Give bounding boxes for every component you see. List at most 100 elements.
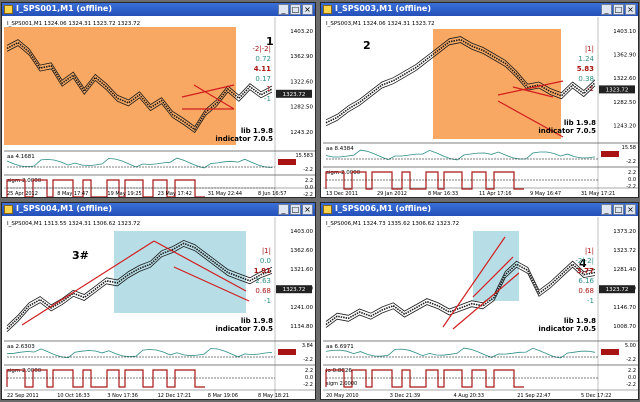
- date-tick-label: 12 Dec 17:21: [158, 393, 192, 399]
- price-tick-label: 1282.50: [290, 105, 313, 111]
- subwindow-scale-label: 0.00: [302, 160, 313, 166]
- ohlc-info: I_SPS001,M1 1324.06 1324.31 1323.72 1323…: [7, 21, 140, 27]
- price-tick-label: 1403.00: [290, 229, 313, 235]
- window-titlebar[interactable]: I_SPS004,M1 (offline) _ □ ×: [2, 203, 315, 216]
- date-tick-label: 19 May 19:25: [107, 191, 141, 197]
- price-tick-label: 1008.70: [613, 324, 636, 330]
- ratio-label: -1: [587, 85, 594, 93]
- close-button[interactable]: ×: [625, 204, 636, 215]
- subwindow-scale-label: -2.2: [303, 167, 313, 173]
- maximize-button[interactable]: □: [290, 204, 301, 215]
- window-titlebar[interactable]: I_SPS006,M1 (offline) _ □ ×: [321, 203, 638, 216]
- minimize-button[interactable]: _: [601, 4, 612, 15]
- date-tick-label: 23 May 17:42: [158, 191, 192, 197]
- ratio-label: |1|: [262, 247, 271, 255]
- window-titlebar[interactable]: I_SPS003,M1 (offline) _ □ ×: [321, 3, 638, 16]
- date-tick-label: 31 May 17:21: [581, 191, 615, 197]
- ratio-label: 0.38: [578, 75, 594, 83]
- ratio-label: 1.24: [578, 55, 594, 63]
- current-price-label: 1323.72: [606, 87, 629, 93]
- signal-square-wave: [325, 369, 524, 388]
- subwindow-value-box: [278, 349, 296, 355]
- subwindow-1-label: aa 2.6303: [7, 344, 35, 350]
- maximize-button[interactable]: □: [613, 4, 624, 15]
- trend-line: [21, 240, 155, 326]
- minimize-button[interactable]: _: [278, 204, 289, 215]
- chart-window-3[interactable]: I_SPS004,M1 (offline) _ □ × I_SPS004,M1 …: [1, 202, 316, 400]
- trend-line: [181, 84, 235, 98]
- chart-window-1[interactable]: I_SPS001,M1 (offline) _ □ × I_SPS001,M1 …: [1, 2, 316, 198]
- date-tick-label: 13 Dec 2011: [326, 191, 358, 197]
- oscillator-line: [325, 347, 596, 359]
- price-tick-label: 1362.90: [613, 53, 636, 59]
- current-price-label: 1323.72: [283, 287, 306, 293]
- window-title: I_SPS006,M1 (offline): [335, 204, 432, 213]
- oscillator-line: [6, 348, 273, 359]
- subwindow-2-label: sigm 2.0000: [7, 178, 42, 184]
- subwindow-scale-label: 5.00: [625, 343, 636, 349]
- subwindow-scale-label: -2.2: [303, 192, 313, 197]
- trend-line: [442, 236, 506, 328]
- ratio-label: -2|-2|: [575, 257, 594, 265]
- ratio-label: |1|: [585, 247, 594, 255]
- minimize-button[interactable]: _: [278, 4, 289, 15]
- date-tick-label: 10 Oct 16:33: [57, 393, 90, 399]
- subwindow-scale-label: 0.0: [628, 375, 636, 381]
- current-price-box: [599, 285, 635, 294]
- price-line: [6, 41, 273, 131]
- price-line: [325, 38, 596, 124]
- maximize-button[interactable]: □: [290, 4, 301, 15]
- subwindow-scale-label: 0.00: [625, 152, 636, 158]
- price-chart[interactable]: I_SPS004,M1 1313.55 1324.31 1306.62 1323…: [4, 217, 315, 399]
- subwindow-1-label: aa 6.6971: [326, 344, 354, 350]
- window-title: I_SPS001,M1 (offline): [16, 4, 113, 13]
- current-price-box: [276, 89, 312, 98]
- subwindow-scale-label: 2.2: [305, 178, 313, 184]
- chart-window-2[interactable]: I_SPS003,M1 (offline) _ □ × I_SPS003,M1 …: [320, 2, 639, 198]
- date-tick-label: 20 May 2010: [326, 393, 359, 399]
- price-tick-label: 1241.00: [290, 305, 313, 311]
- ratio-label: 0.68: [255, 287, 271, 295]
- subwindow-scale-label: -2.2: [626, 382, 636, 388]
- ratio-label: -1: [587, 297, 594, 305]
- current-price-label: 1323.72: [283, 92, 306, 98]
- ratio-label: 0.68: [578, 287, 594, 295]
- close-button[interactable]: ×: [625, 4, 636, 15]
- price-chart[interactable]: I_SPS003,M1 1324.06 1324.31 1323.72 2 lib …: [323, 17, 638, 197]
- signal-square-wave: [6, 369, 205, 388]
- ratio-label: -1: [264, 297, 271, 305]
- window-title: I_SPS004,M1 (offline): [16, 204, 113, 213]
- price-tick-label: 1362.60: [290, 248, 313, 254]
- subwindow-2-label: sigm 2.0000: [7, 368, 42, 374]
- subwindow-scale-label: 15.58: [622, 145, 636, 151]
- maximize-button[interactable]: □: [613, 204, 624, 215]
- oscillator-line: [325, 149, 596, 161]
- close-button[interactable]: ×: [302, 4, 313, 15]
- price-chart[interactable]: I_SPS001,M1 1324.06 1324.31 1323.72 1323…: [4, 17, 315, 197]
- price-tick-label: 1403.10: [613, 29, 636, 35]
- date-tick-label: 8 May 18:21: [258, 393, 289, 399]
- price-tick-label: 1243.20: [613, 123, 636, 129]
- minimize-button[interactable]: _: [601, 204, 612, 215]
- subwindow-2-label: sigm 2.0000: [326, 170, 361, 176]
- close-button[interactable]: ×: [302, 204, 313, 215]
- chart-number-label: 1: [266, 35, 274, 48]
- date-tick-label: 8 Jun 16:57: [258, 191, 287, 197]
- ohlc-info: I_SPS003,M1 1324.06 1324.31 1323.72: [326, 21, 435, 27]
- ratio-label: 1.91: [254, 267, 271, 275]
- subwindow-scale-label: 0.00: [302, 350, 313, 356]
- subwindow-scale-label: -2.2: [303, 357, 313, 363]
- window-titlebar[interactable]: I_SPS001,M1 (offline) _ □ ×: [2, 3, 315, 16]
- trend-line: [497, 100, 564, 138]
- chart-icon: [323, 5, 332, 14]
- chart-window-4[interactable]: I_SPS006,M1 (offline) _ □ × I_SPS006,M1 …: [320, 202, 639, 400]
- ratio-label: 0.72: [255, 55, 271, 63]
- current-price-label: 1323.72: [606, 287, 629, 293]
- price-tick-label: 1373.20: [613, 229, 636, 235]
- chart-number-label: 3#: [72, 249, 89, 262]
- subwindow-scale-label: -2.2: [626, 357, 636, 363]
- price-chart[interactable]: I_SPS006,M1 1324.73 1335.62 1306.62 1323…: [323, 217, 638, 399]
- band-upper-line: [325, 36, 596, 121]
- subwindow-scale-label: 3.84: [302, 343, 313, 349]
- date-tick-label: 11 Apr 17:16: [479, 191, 512, 197]
